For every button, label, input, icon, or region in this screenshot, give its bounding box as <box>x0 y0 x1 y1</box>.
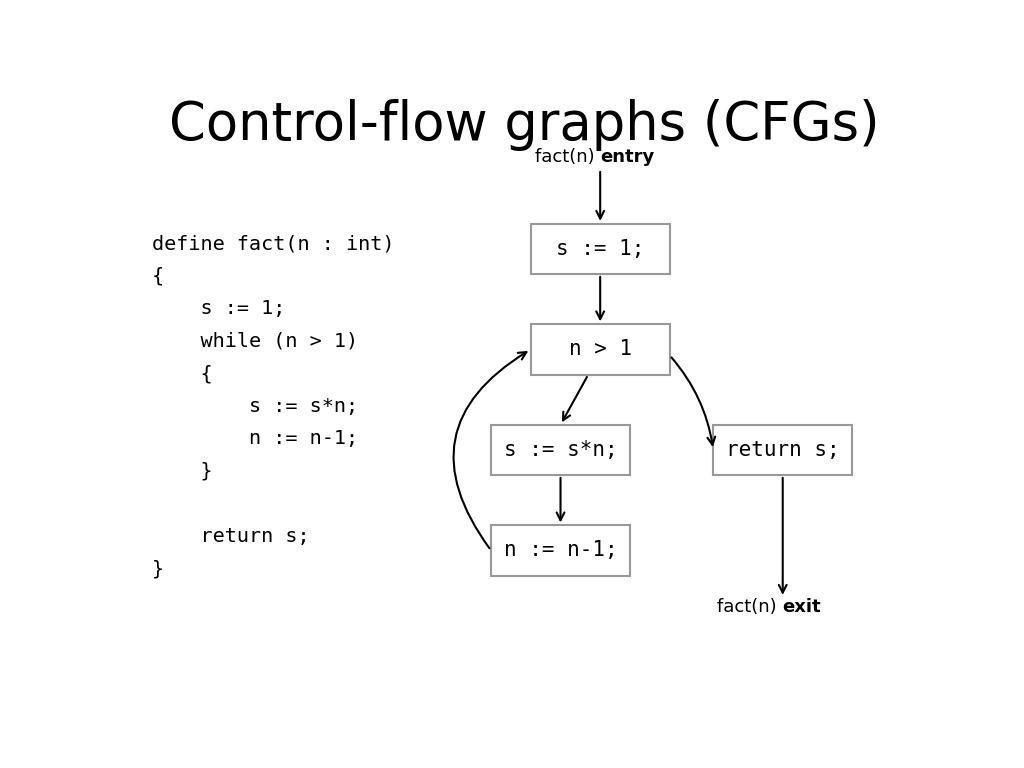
Text: while (n > 1): while (n > 1) <box>152 332 358 351</box>
Text: }: } <box>152 462 212 481</box>
Text: n := n-1;: n := n-1; <box>152 429 358 449</box>
FancyBboxPatch shape <box>492 525 630 575</box>
Text: }: } <box>152 559 164 578</box>
Text: n > 1: n > 1 <box>568 339 632 359</box>
Text: entry: entry <box>600 148 654 166</box>
Text: s := s*n;: s := s*n; <box>504 440 617 460</box>
Text: fact(n): fact(n) <box>535 148 600 166</box>
Text: return s;: return s; <box>726 440 840 460</box>
FancyBboxPatch shape <box>714 425 852 475</box>
Text: s := 1;: s := 1; <box>152 299 285 318</box>
Text: {: { <box>152 266 164 286</box>
Text: define fact(n : int): define fact(n : int) <box>152 234 394 253</box>
FancyBboxPatch shape <box>492 425 630 475</box>
Text: return s;: return s; <box>152 527 309 546</box>
Text: {: { <box>152 364 212 383</box>
FancyBboxPatch shape <box>530 324 670 375</box>
Text: s := s*n;: s := s*n; <box>152 397 358 415</box>
Text: exit: exit <box>782 598 821 616</box>
FancyBboxPatch shape <box>530 223 670 274</box>
Text: s := 1;: s := 1; <box>556 239 644 259</box>
Text: Control-flow graphs (CFGs): Control-flow graphs (CFGs) <box>170 98 880 151</box>
Text: n := n-1;: n := n-1; <box>504 541 617 561</box>
Text: fact(n): fact(n) <box>718 598 782 616</box>
